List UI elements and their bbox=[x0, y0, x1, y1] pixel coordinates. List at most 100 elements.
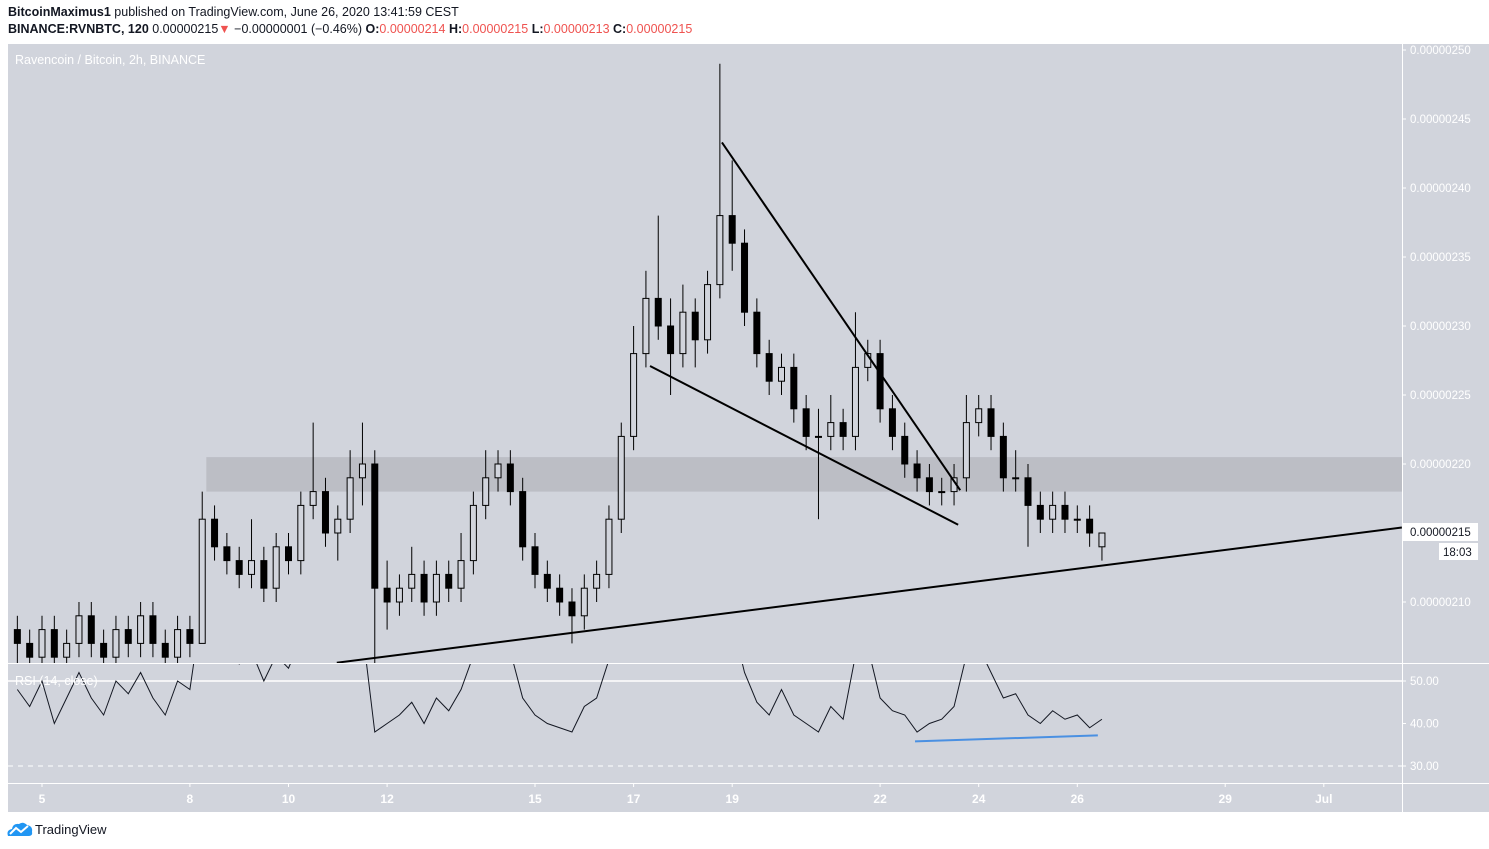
candle-body bbox=[925, 477, 933, 493]
time-tick-label: 26 bbox=[1071, 792, 1085, 806]
price-tick-label: 0.00000235 bbox=[1410, 252, 1471, 264]
candle bbox=[63, 629, 71, 663]
candle bbox=[1073, 505, 1081, 533]
time-tick-label: 10 bbox=[282, 792, 296, 806]
candle bbox=[741, 229, 749, 326]
candle bbox=[494, 450, 502, 492]
candle-body bbox=[321, 491, 329, 534]
candle-body bbox=[309, 491, 317, 506]
candle-body bbox=[137, 615, 145, 644]
candle-body bbox=[506, 463, 514, 493]
close-value: 0.00000215 bbox=[626, 22, 693, 36]
candle bbox=[1024, 464, 1032, 547]
time-tick-label: Jul bbox=[1315, 792, 1332, 806]
candle bbox=[654, 215, 662, 340]
candle-body bbox=[13, 629, 21, 644]
candle-body bbox=[445, 573, 453, 589]
candle-body bbox=[556, 587, 564, 603]
candle bbox=[161, 629, 169, 663]
candle bbox=[999, 422, 1007, 492]
candle bbox=[346, 450, 354, 533]
candle bbox=[987, 395, 995, 451]
candle-body bbox=[161, 642, 169, 658]
candle-body bbox=[297, 504, 305, 562]
candle-body bbox=[975, 408, 983, 424]
time-tick-label: 22 bbox=[873, 792, 887, 806]
candle bbox=[371, 450, 379, 663]
time-tick-label: 24 bbox=[972, 792, 986, 806]
candle-body bbox=[457, 560, 465, 589]
candle bbox=[408, 546, 416, 602]
candle-body bbox=[888, 408, 896, 437]
time-tick-label: 12 bbox=[380, 792, 394, 806]
low-label: L: bbox=[531, 22, 544, 36]
candle-body bbox=[124, 629, 132, 644]
candle bbox=[112, 615, 120, 663]
candle bbox=[802, 395, 810, 451]
candle-body bbox=[1012, 477, 1020, 480]
rsi-divergence-line bbox=[914, 734, 1098, 743]
candle bbox=[531, 533, 539, 589]
candle-body bbox=[741, 242, 749, 313]
candle bbox=[137, 602, 145, 658]
candle bbox=[149, 602, 157, 658]
candle bbox=[1098, 532, 1106, 561]
candle-body bbox=[75, 615, 83, 644]
candle bbox=[309, 422, 317, 520]
tradingview-logo[interactable]: TradingView bbox=[6, 821, 107, 837]
candle bbox=[87, 602, 95, 658]
candle bbox=[938, 477, 946, 506]
candle bbox=[704, 270, 712, 354]
price-tick-label: 0.00000210 bbox=[1410, 597, 1471, 609]
countdown-label: 18:03 bbox=[1443, 547, 1472, 559]
candle bbox=[605, 505, 613, 589]
candle-body bbox=[112, 629, 120, 658]
candle-body bbox=[827, 422, 835, 437]
candle bbox=[26, 629, 34, 663]
candle bbox=[790, 353, 798, 423]
candle-body bbox=[174, 629, 182, 658]
candle-body bbox=[186, 629, 194, 644]
candle bbox=[186, 615, 194, 658]
price-tick-label: 0.00000240 bbox=[1410, 183, 1471, 195]
candle bbox=[962, 395, 970, 492]
candle bbox=[593, 560, 601, 602]
candle bbox=[814, 408, 822, 520]
candle bbox=[457, 533, 465, 602]
high-value: 0.00000215 bbox=[462, 22, 529, 36]
candle-body bbox=[630, 353, 638, 437]
candle bbox=[568, 588, 576, 644]
candle bbox=[642, 270, 650, 368]
candle-body bbox=[38, 629, 46, 658]
candle-body bbox=[654, 297, 662, 327]
countdown-box bbox=[1439, 543, 1478, 560]
candle bbox=[297, 491, 305, 575]
candle-body bbox=[876, 353, 884, 410]
candle bbox=[50, 615, 58, 663]
candle-body bbox=[395, 587, 403, 603]
candle bbox=[1061, 491, 1069, 533]
candle-body bbox=[568, 601, 576, 617]
candle bbox=[1049, 491, 1057, 533]
candle bbox=[691, 298, 699, 368]
candle-body bbox=[482, 477, 490, 506]
rsi-tick-label: 30.00 bbox=[1410, 761, 1439, 773]
candle-body bbox=[272, 546, 280, 589]
author-link[interactable]: BitcoinMaximus1 bbox=[8, 5, 111, 19]
trendline bbox=[721, 141, 962, 491]
candle-body bbox=[469, 504, 477, 562]
candle-body bbox=[63, 642, 71, 658]
candle-body bbox=[26, 642, 34, 658]
candle-body bbox=[839, 422, 847, 437]
candle-body bbox=[642, 297, 650, 355]
candle bbox=[432, 560, 440, 616]
rsi-line bbox=[16, 664, 1103, 733]
candle-body bbox=[667, 325, 675, 355]
time-tick-label: 19 bbox=[726, 792, 740, 806]
time-tick-label: 15 bbox=[528, 792, 542, 806]
candle-body bbox=[346, 477, 354, 520]
candle-body bbox=[987, 408, 995, 437]
candle-body bbox=[1061, 504, 1069, 520]
candle bbox=[925, 464, 933, 506]
